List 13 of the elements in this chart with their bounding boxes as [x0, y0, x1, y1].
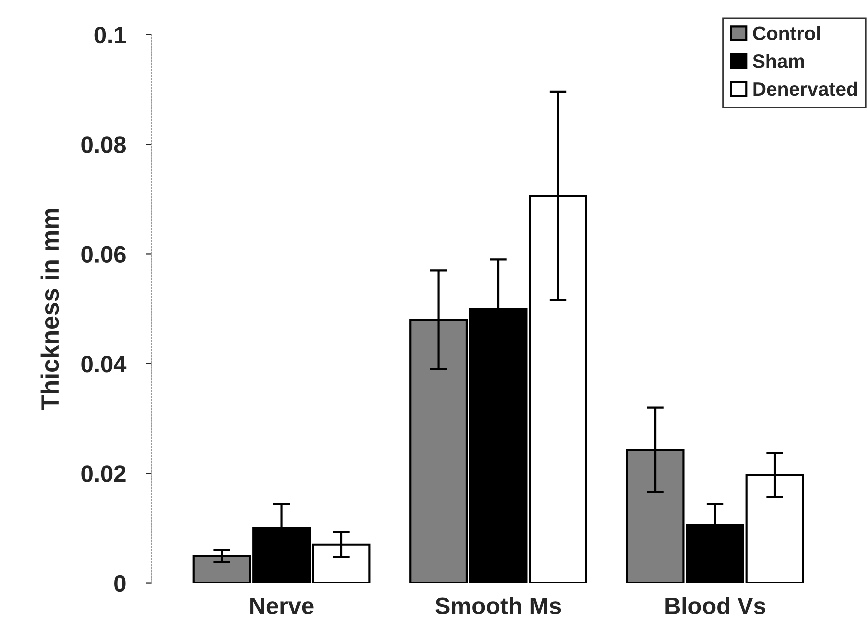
- legend-label: Sham: [753, 54, 804, 68]
- y-tick-label: 0.1: [94, 26, 126, 44]
- x-tick-label: Nerve: [250, 598, 314, 615]
- y-axis-title: Thickness in mm: [40, 209, 60, 410]
- legend-label: Control: [753, 26, 820, 40]
- y-tick-label: 0.06: [82, 246, 126, 264]
- y-tick-label: 0.02: [82, 466, 126, 482]
- y-tick-label: 0: [114, 575, 126, 592]
- x-tick-label: Smooth Ms: [436, 597, 562, 615]
- y-tick-label: 0.04: [82, 356, 127, 373]
- x-tick-label: Blood Vs: [666, 597, 766, 615]
- y-tick-label: 0.08: [82, 136, 126, 154]
- legend-label: Denervated: [754, 82, 858, 96]
